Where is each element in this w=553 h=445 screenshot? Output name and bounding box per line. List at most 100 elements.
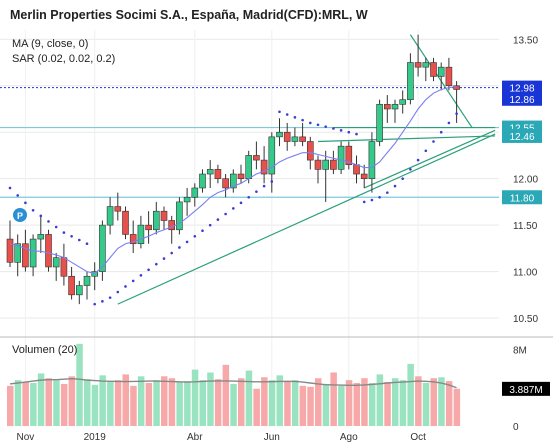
volume-bar xyxy=(53,380,60,426)
sar-dot xyxy=(108,296,112,299)
volume-bar xyxy=(68,376,76,426)
candle-body xyxy=(314,159,322,170)
sar-dot xyxy=(339,129,343,132)
sar-dot xyxy=(439,130,443,134)
candle-body xyxy=(330,159,337,170)
candle-body xyxy=(299,136,306,142)
candle-body xyxy=(230,173,237,189)
candle-body xyxy=(191,187,199,198)
sar-dot xyxy=(147,268,150,272)
volume-bar xyxy=(122,374,129,426)
sar-dot xyxy=(70,234,73,238)
candle-body xyxy=(391,104,399,110)
sar-dot xyxy=(301,118,304,122)
candle-body xyxy=(345,145,353,166)
sar-dot xyxy=(332,127,335,130)
sar-dot xyxy=(216,218,220,221)
sar-dot xyxy=(424,149,428,153)
candle-body xyxy=(322,159,330,170)
sar-dot xyxy=(85,242,89,246)
volume-bar xyxy=(315,378,322,426)
volume-bar xyxy=(130,385,137,426)
volume-panel xyxy=(7,343,461,426)
candle-body xyxy=(199,173,206,189)
trendline xyxy=(317,135,496,143)
volume-bar xyxy=(107,382,114,426)
candle-body xyxy=(183,196,191,203)
sar-dot xyxy=(62,231,66,234)
badge-text: P xyxy=(17,211,23,221)
price-label-box xyxy=(502,80,542,95)
candle-body xyxy=(337,145,345,170)
volume-bar xyxy=(399,380,407,426)
candle-body xyxy=(291,136,299,142)
price-label-text: 11.80 xyxy=(510,193,535,204)
sar-dot xyxy=(362,200,366,204)
sar-dot xyxy=(432,140,435,143)
volume-bar xyxy=(230,383,237,426)
candle-body xyxy=(245,155,252,179)
candle-body xyxy=(68,275,75,296)
candle-body xyxy=(376,104,383,142)
volume-bar xyxy=(368,383,376,426)
volume-last-label: 3.887M xyxy=(509,385,542,396)
candle-body xyxy=(222,178,229,189)
price-label-box xyxy=(502,128,542,143)
sar-label: SAR (0.02, 0.02, 0.2) xyxy=(12,53,115,65)
volume-bar xyxy=(91,384,99,426)
candle-body xyxy=(445,66,453,87)
volume-bar xyxy=(345,380,353,426)
chart-title: Merlin Properties Socimi S.A., España, M… xyxy=(10,8,368,22)
volume-bar xyxy=(60,383,68,426)
price-label-box xyxy=(502,91,542,106)
candle-body xyxy=(137,224,145,245)
candle-body xyxy=(268,136,276,175)
sar-dot xyxy=(355,132,358,136)
candle-body xyxy=(237,173,245,179)
sar-dot xyxy=(324,125,328,128)
trendlines xyxy=(0,34,499,305)
sar-dot xyxy=(224,212,227,216)
candle-body xyxy=(122,210,129,235)
candle-body xyxy=(283,131,291,142)
volume-bar xyxy=(14,380,22,426)
price-label-text: 12.98 xyxy=(509,84,534,95)
volume-label: Volumen (20) xyxy=(12,344,77,356)
volume-bar xyxy=(114,380,122,426)
volume-bar xyxy=(37,373,45,426)
candle-body xyxy=(353,164,360,175)
candle-body xyxy=(129,234,137,245)
volume-bar xyxy=(161,376,168,426)
sar-dot xyxy=(93,302,96,306)
sar-dot xyxy=(232,207,235,210)
sar-dot xyxy=(116,290,120,294)
time-axis: Nov 2019 Abr Jun Ago Oct xyxy=(17,432,427,443)
volume-bar xyxy=(99,375,106,426)
volume-bar xyxy=(438,377,445,426)
sar-dot xyxy=(201,229,204,233)
candle-body xyxy=(206,169,214,175)
sar-dot xyxy=(31,208,35,212)
time-tick-label: Nov xyxy=(17,432,35,443)
volume-tick-label: 8M xyxy=(513,346,527,357)
candle-body xyxy=(45,234,52,268)
candle-body xyxy=(60,257,68,277)
sar-dot xyxy=(262,184,266,188)
volume-bar xyxy=(22,382,29,426)
time-tick-label: Jun xyxy=(264,432,280,443)
sar-dot xyxy=(193,234,197,238)
candle-body xyxy=(214,169,222,179)
sar-dot xyxy=(378,195,381,199)
volume-bar xyxy=(268,380,276,426)
trendline xyxy=(363,129,496,189)
volume-bar xyxy=(284,382,291,426)
sar-dot xyxy=(8,186,12,190)
time-tick-label: Abr xyxy=(187,432,203,443)
candle-body xyxy=(276,131,283,138)
volume-bar xyxy=(353,383,360,426)
p-badge[interactable]: P xyxy=(13,208,27,222)
candle-body xyxy=(14,243,21,263)
candle-body xyxy=(414,62,422,68)
volume-bar xyxy=(338,385,345,426)
